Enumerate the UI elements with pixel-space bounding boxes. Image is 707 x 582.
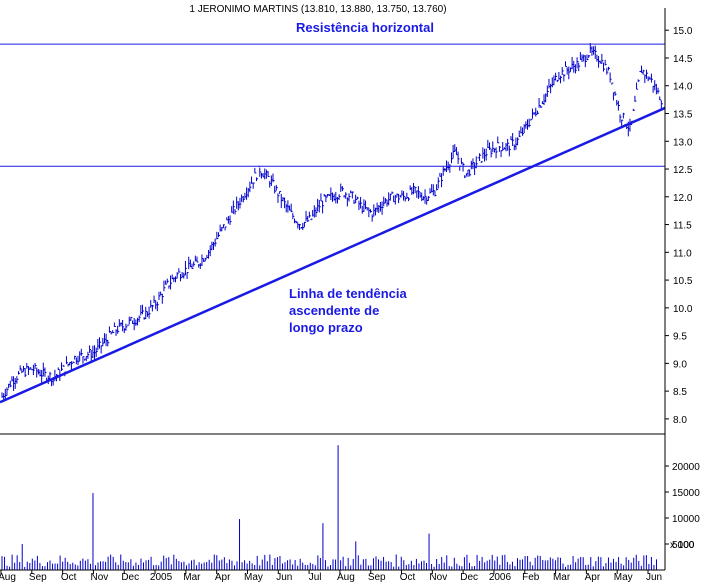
x-tick-label: Oct	[400, 572, 416, 582]
volume-tick-label: 15000	[672, 488, 700, 499]
trend-label-line-3: longo prazo	[289, 320, 363, 335]
price-tick-label: 12.0	[673, 193, 693, 204]
trend-label-line-1: Linha de tendência	[289, 286, 408, 301]
x-tick-label: Nov	[429, 572, 447, 582]
x-tick-label: Apr	[585, 572, 601, 582]
x-tick-label: Apr	[215, 572, 231, 582]
x-tick-label: Mar	[553, 572, 571, 582]
x-tick-label: Feb	[522, 572, 540, 582]
x-tick-label: Mar	[183, 572, 201, 582]
x-tick-label: Jun	[276, 572, 292, 582]
x-tick-label: Dec	[460, 572, 478, 582]
chart-title: 1 JERONIMO MARTINS (13.810, 13.880, 13.7…	[189, 4, 446, 15]
volume-scale-label: x 100	[670, 540, 695, 551]
volume-tick-label: 5000	[672, 540, 695, 551]
price-tick-label: 10.5	[673, 276, 693, 287]
annotation-lines	[0, 43, 666, 404]
x-tick-label: Aug	[0, 572, 16, 582]
x-tick-label: May	[244, 572, 263, 582]
price-tick-label: 8.0	[673, 415, 687, 426]
price-tick-label: 13.5	[673, 110, 693, 121]
x-tick-label: Jul	[309, 572, 322, 582]
x-tick-label: Jun	[646, 572, 662, 582]
price-tick-label: 11.0	[673, 248, 692, 259]
x-tick-label: May	[614, 572, 633, 582]
price-tick-label: 14.0	[673, 82, 693, 93]
x-tick-label: Sep	[29, 572, 47, 582]
volume-tick-label: 10000	[672, 514, 700, 525]
x-tick-label: Aug	[337, 572, 355, 582]
trend-label-line-2: ascendente de	[289, 303, 379, 318]
price-tick-label: 12.5	[673, 165, 693, 176]
volume-tick-label: 20000	[672, 462, 700, 473]
x-tick-label: 2006	[489, 572, 512, 582]
trend-line	[0, 106, 666, 404]
x-tick-label: Oct	[61, 572, 77, 582]
price-tick-label: 10.0	[673, 304, 693, 315]
axes: 8.0 8.5 9.0 9.5 10.0 10.5 11.0 11.5 12.0 12.5 13.0…	[0, 8, 700, 582]
volume-bars	[1, 445, 657, 570]
price-tick-label: 9.5	[673, 332, 687, 343]
x-tick-label: Sep	[368, 572, 386, 582]
price-tick-label: 15.0	[673, 26, 693, 37]
x-tick-label: Nov	[91, 572, 109, 582]
price-tick-label: 11.5	[673, 221, 692, 232]
price-bars	[1, 43, 663, 401]
price-tick-label: 13.0	[673, 137, 693, 148]
resistance-label: Resistência horizontal	[296, 20, 434, 35]
price-tick-label: 8.5	[673, 387, 687, 398]
price-tick-label: 14.5	[673, 54, 693, 65]
price-tick-label: 9.0	[673, 359, 687, 370]
x-tick-label: Dec	[121, 572, 139, 582]
x-tick-label: 2005	[150, 572, 173, 582]
